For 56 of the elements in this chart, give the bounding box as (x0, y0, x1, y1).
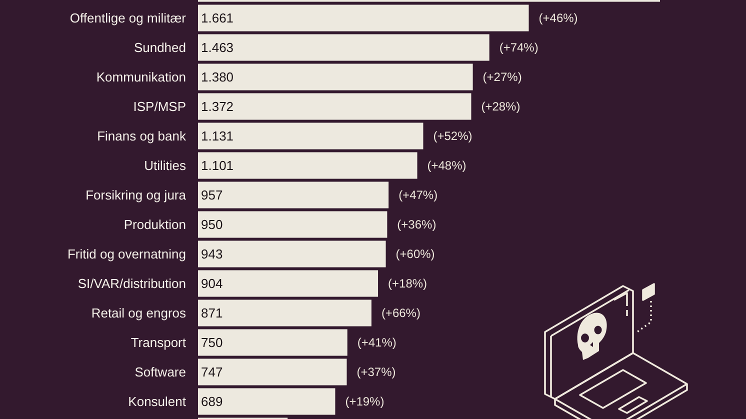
y-tick-label: SI/VAR/distribution (78, 276, 186, 292)
y-tick-label: Finans og bank (97, 128, 186, 144)
annotation: (+48%) (427, 158, 466, 173)
annotation: (+36%) (397, 218, 436, 232)
bar (198, 270, 378, 297)
y-tick-label: Software (134, 364, 186, 380)
y-tick-label: Produktion (124, 217, 186, 232)
data-label: 1.131 (201, 128, 234, 144)
bar (198, 388, 336, 415)
annotation: (+52%) (433, 129, 472, 144)
annotation: (+74%) (499, 40, 538, 55)
data-label: 689 (201, 394, 223, 410)
annotation: (+41%) (357, 336, 396, 350)
annotation: (+37%) (356, 365, 396, 380)
data-label: 750 (201, 335, 223, 350)
data-label: 747 (201, 364, 223, 380)
bar (198, 240, 386, 268)
annotation: (+27%) (482, 70, 522, 84)
data-label: 957 (201, 188, 223, 203)
y-tick-label: Utilities (144, 158, 186, 174)
data-label: 1.463 (201, 40, 234, 56)
data-label: 943 (201, 246, 223, 262)
bar (198, 152, 418, 179)
annotation: (+47%) (398, 188, 438, 202)
annotation: (+60%) (396, 247, 435, 262)
y-tick-label: ISP/MSP (133, 99, 186, 114)
annotation: (+19%) (345, 394, 384, 409)
data-label: 904 (201, 276, 223, 292)
data-label: 871 (201, 306, 223, 321)
annotation: (+18%) (388, 276, 428, 291)
data-label: 1.372 (201, 99, 234, 114)
y-tick-label: Forsikring og jura (86, 188, 187, 203)
annotation: (+46%) (538, 11, 578, 26)
bar (198, 182, 389, 208)
y-tick-label: Sundhed (134, 40, 186, 56)
bar (198, 300, 372, 326)
bar (198, 34, 490, 61)
bar (198, 64, 473, 90)
bar (198, 122, 424, 150)
y-tick-label: Fritid og overnatning (67, 246, 186, 262)
data-label: 1.661 (201, 10, 234, 26)
y-tick-label: Kommunikation (96, 70, 186, 85)
annotation: (+66%) (381, 306, 420, 320)
bar (198, 4, 529, 32)
y-tick-label: Konsulent (128, 394, 186, 410)
data-label: 1.101 (201, 158, 234, 174)
bar (198, 93, 472, 120)
bar (198, 329, 348, 356)
annotation: (+28%) (481, 100, 520, 114)
y-tick-label: Offentlige og militær (70, 10, 187, 26)
data-label: 1.380 (201, 70, 234, 85)
data-label: 950 (201, 217, 223, 232)
y-tick-label: Transport (130, 335, 186, 350)
y-tick-label: Retail og engros (91, 306, 186, 321)
bar (198, 211, 388, 238)
bar (198, 358, 347, 386)
